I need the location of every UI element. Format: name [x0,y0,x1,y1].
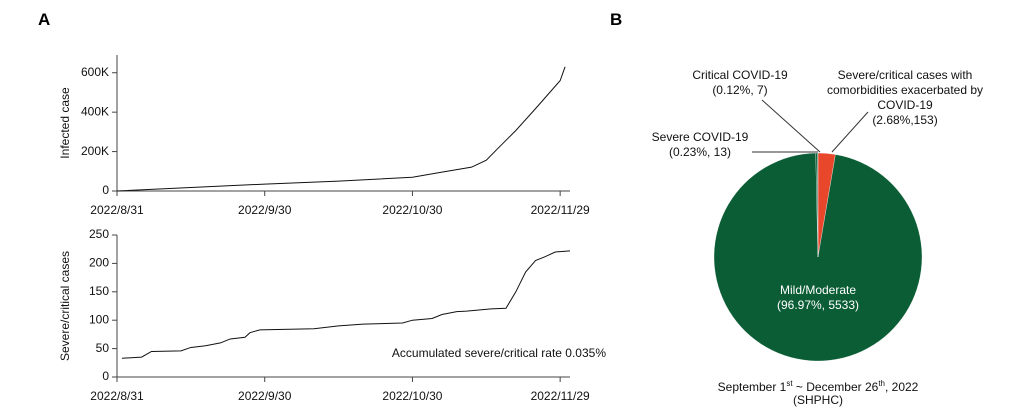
x-tick-label: 2022/8/31 [90,389,144,403]
y-tick-label: 250 [89,227,109,241]
slice-value-label: (0.23%, 13) [668,145,732,159]
y-tick-label: 200 [89,256,109,270]
slice-value-label: (0.12%, 7) [712,83,768,97]
slice-value-label: (96.97%, 5533) [776,298,860,312]
x-tick-label: 2022/8/31 [90,203,144,217]
y-axis-title: Severe/critical cases [58,251,72,361]
source: (SHPHC) [793,393,843,407]
panel-label: B [610,10,623,29]
x-tick-label: 2022/9/30 [238,203,292,217]
slice-label: Severe/critical cases with comorbidities… [826,68,984,112]
x-tick-label: 2022/9/30 [238,389,292,403]
footnote-part: st [786,379,793,388]
annotation: Accumulated severe/critical rate 0.035% [392,346,606,360]
footnote: September 1st ~ December 26th, 2022 [690,376,946,395]
y-axis-title: Infected case [58,87,72,159]
y-tick-label: 600K [81,65,109,79]
footnote-part: September 1 [717,380,787,394]
data-line [116,66,566,192]
data-line [121,250,571,359]
x-tick-label: 2022/10/30 [382,389,442,403]
panel-label: A [38,10,51,29]
y-tick-label: 400K [81,104,109,118]
leader-line [831,111,869,153]
y-tick-label: 100 [89,312,109,326]
slice-label: Critical COVID-19 [692,68,788,82]
x-tick-label: 2022/11/29 [531,389,590,403]
y-tick-label: 50 [96,341,110,355]
y-tick-label: 200K [81,144,109,158]
footnote-part: , 2022 [884,380,919,394]
y-tick-label: 0 [102,369,109,383]
footnote-part: ~ December 26 [792,380,879,394]
y-tick-label: 150 [89,284,109,298]
pie-slice [817,152,819,258]
x-tick-label: 2022/11/29 [531,203,590,217]
leader-line [761,99,821,153]
slice-label: Mild/Moderate [779,283,857,297]
slice-value-label: (2.68%,153) [872,113,938,127]
footnote-part: th [878,379,885,388]
y-tick-label: 0 [102,183,109,197]
slice-label: Severe COVID-19 [651,130,749,144]
x-tick-label: 2022/10/30 [382,203,442,217]
